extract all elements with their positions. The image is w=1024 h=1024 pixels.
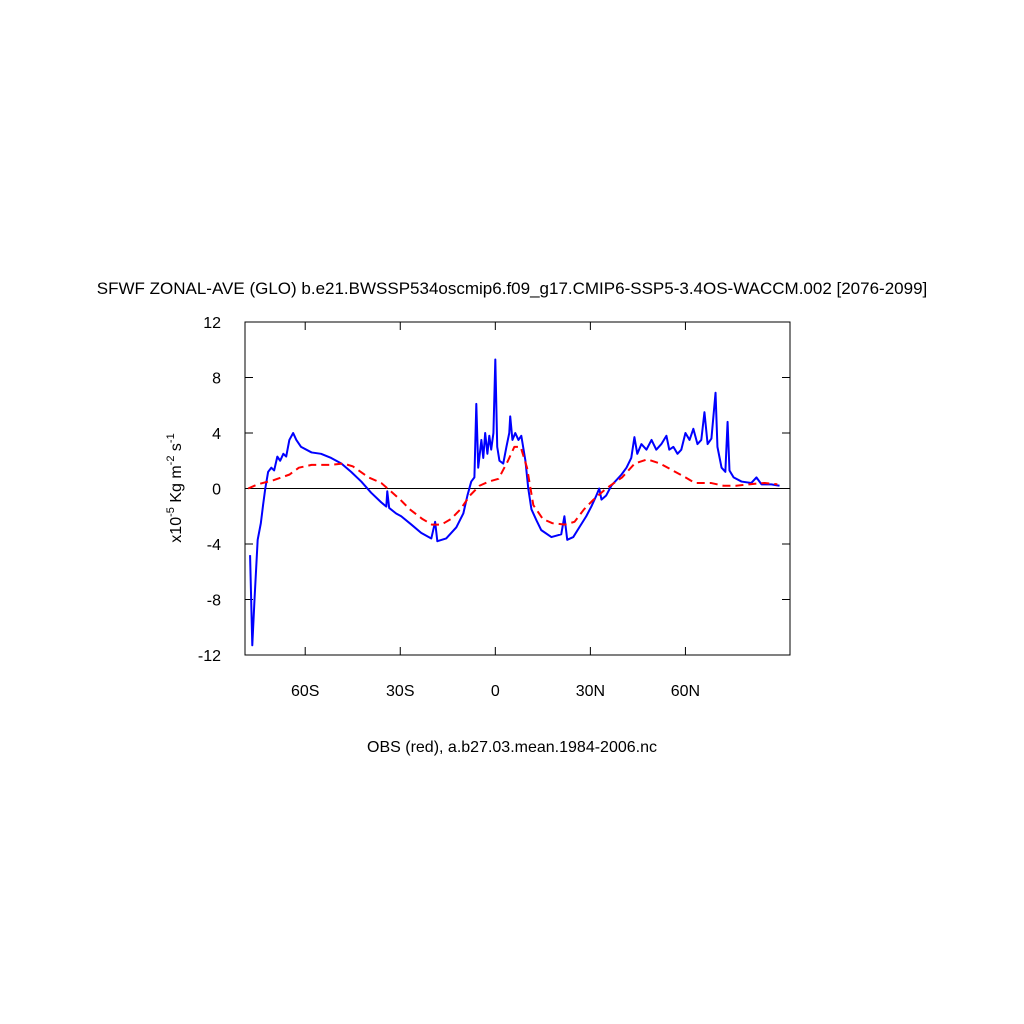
- y-tick-label: -4: [207, 537, 221, 554]
- chart-subtitle: OBS (red), a.b27.03.mean.1984-2006.nc: [367, 739, 657, 756]
- y-label-text: Kg m: [168, 465, 185, 507]
- y-tick-label: 4: [212, 426, 221, 443]
- y-label-superscript: -2: [165, 456, 177, 466]
- y-label-text: s: [168, 443, 185, 455]
- x-tick-label: 0: [491, 683, 500, 700]
- y-axis-label: x10-5 Kg m-2 s-1: [165, 433, 185, 542]
- y-tick-label: 12: [203, 315, 221, 332]
- x-tick-label: 60S: [291, 683, 319, 700]
- series-line: [247, 445, 778, 526]
- plot-frame: [244, 321, 791, 656]
- x-tick-label: 30S: [386, 683, 414, 700]
- y-tick-label: 8: [212, 371, 221, 388]
- x-tick-label: 30N: [576, 683, 605, 700]
- x-tick-label: 60N: [671, 683, 700, 700]
- y-tick-label: 0: [212, 482, 221, 499]
- chart-title: SFWF ZONAL-AVE (GLO) b.e21.BWSSP534oscmi…: [97, 279, 928, 298]
- y-label-superscript: -5: [165, 507, 177, 517]
- series-line: [249, 358, 780, 647]
- y-tick-label: -12: [198, 648, 221, 665]
- y-label-superscript: -1: [165, 433, 177, 443]
- y-tick-label: -8: [207, 593, 221, 610]
- y-label-text: x10: [168, 517, 185, 543]
